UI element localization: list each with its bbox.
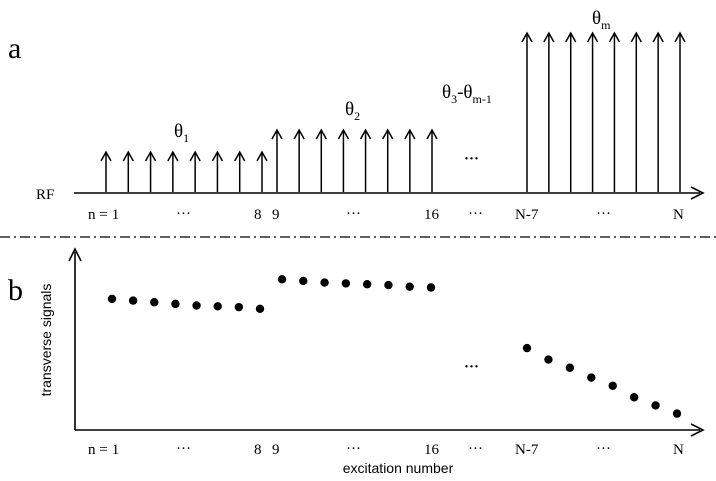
signal-point bbox=[544, 355, 553, 364]
index-n8-b: 8 bbox=[254, 442, 262, 458]
index-n9-b: 9 bbox=[272, 442, 280, 458]
rf-pulse-arrowhead bbox=[100, 150, 112, 162]
signal-point bbox=[277, 275, 287, 284]
rf-pulse-arrowhead bbox=[543, 31, 555, 43]
y-axis-title: transverse signals bbox=[38, 284, 54, 397]
rf-axis-arrowhead bbox=[690, 186, 705, 200]
rf-pulse-arrowhead bbox=[404, 128, 416, 140]
index-nN7-a: N-7 bbox=[515, 207, 539, 223]
signal-y-axis-arrowhead bbox=[68, 247, 82, 262]
signal-point bbox=[405, 282, 414, 291]
index-n16-b: 16 bbox=[424, 442, 440, 458]
signal-point bbox=[651, 401, 660, 410]
signal-point bbox=[213, 302, 222, 311]
rf-pulse-arrowhead bbox=[674, 31, 686, 43]
rf-pulse-arrowhead bbox=[315, 128, 327, 140]
signal-point bbox=[171, 299, 180, 309]
index-ellipsis-4-b: ··· bbox=[596, 441, 611, 457]
signal-point bbox=[234, 302, 244, 312]
signal-x-axis-arrowhead bbox=[690, 423, 705, 437]
rf-pulse-arrowhead bbox=[565, 31, 577, 43]
index-n16-a: 16 bbox=[424, 207, 440, 223]
signal-point bbox=[362, 280, 372, 289]
rf-pulse-arrowhead bbox=[426, 128, 438, 140]
signal-point bbox=[522, 343, 532, 353]
rf-pulse-arrowhead bbox=[382, 128, 394, 140]
theta-3-to-m-1-label: θ3-θm-1 bbox=[442, 82, 492, 106]
rf-pulse-arrowhead bbox=[271, 128, 283, 140]
index-n1-a: n = 1 bbox=[88, 207, 119, 223]
rf-pulse-arrowhead bbox=[652, 31, 664, 43]
rf-pulse-arrowhead bbox=[293, 128, 305, 140]
rf-pulse-arrowhead bbox=[256, 150, 268, 162]
signal-point bbox=[150, 298, 159, 307]
signal-points bbox=[107, 275, 682, 418]
theta-1-label: θ1 bbox=[174, 121, 189, 145]
rf-pulse-arrowhead bbox=[359, 128, 372, 140]
signal-point bbox=[426, 283, 436, 292]
rf-pulse-arrowhead bbox=[211, 150, 224, 162]
index-n9-a: 9 bbox=[272, 207, 280, 223]
signal-point bbox=[565, 363, 575, 372]
signal-point bbox=[587, 373, 596, 382]
signal-point bbox=[192, 301, 201, 310]
index-ellipsis-1-a: ··· bbox=[176, 206, 191, 222]
index-nN-a: N bbox=[673, 207, 684, 223]
signal-point bbox=[341, 279, 351, 288]
index-ellipsis-2-a: ··· bbox=[346, 206, 361, 222]
rf-pulse-arrowhead bbox=[144, 150, 157, 162]
rf-pulse-arrowhead bbox=[608, 31, 621, 43]
rf-pulse-train bbox=[100, 31, 686, 192]
index-ellipsis-2-b: ··· bbox=[346, 441, 361, 457]
signal-point bbox=[608, 381, 617, 390]
rf-label: RF bbox=[36, 187, 54, 203]
rf-pulse-arrowhead bbox=[189, 150, 201, 162]
rf-pulse-arrowhead bbox=[521, 31, 533, 43]
signal-point bbox=[672, 409, 682, 418]
theta-2-label: θ2 bbox=[345, 99, 360, 123]
panel-a-label: a bbox=[8, 32, 21, 65]
signal-point bbox=[299, 276, 308, 286]
pulse-ellipsis: ··· bbox=[464, 151, 479, 167]
rf-pulse-arrowhead bbox=[122, 150, 134, 162]
index-n1-b: n = 1 bbox=[88, 442, 119, 458]
signal-point bbox=[107, 294, 117, 304]
index-ellipsis-4-a: ··· bbox=[596, 206, 611, 222]
index-ellipsis-3-b: ··· bbox=[468, 441, 483, 457]
index-nN-b: N bbox=[673, 442, 684, 458]
x-axis-title: excitation number bbox=[343, 460, 454, 476]
signal-point bbox=[629, 393, 639, 402]
index-nN7-b: N-7 bbox=[515, 442, 539, 458]
signal-point bbox=[128, 296, 138, 305]
index-n8-a: 8 bbox=[254, 207, 262, 223]
theta-m-label: θm bbox=[592, 8, 611, 32]
rf-pulse-arrowhead bbox=[167, 150, 179, 162]
signal-point bbox=[384, 280, 393, 290]
rf-pulse-arrowhead bbox=[337, 128, 350, 140]
rf-pulse-arrowhead bbox=[586, 31, 599, 43]
signal-ellipsis: ··· bbox=[464, 359, 479, 375]
rf-pulse-arrowhead bbox=[234, 150, 246, 162]
index-ellipsis-3-a: ··· bbox=[468, 206, 483, 222]
signal-point bbox=[320, 278, 329, 287]
signal-point bbox=[255, 304, 265, 313]
panel-b-label: b bbox=[8, 274, 23, 307]
rf-pulse-arrowhead bbox=[630, 31, 642, 43]
index-ellipsis-1-b: ··· bbox=[176, 441, 191, 457]
